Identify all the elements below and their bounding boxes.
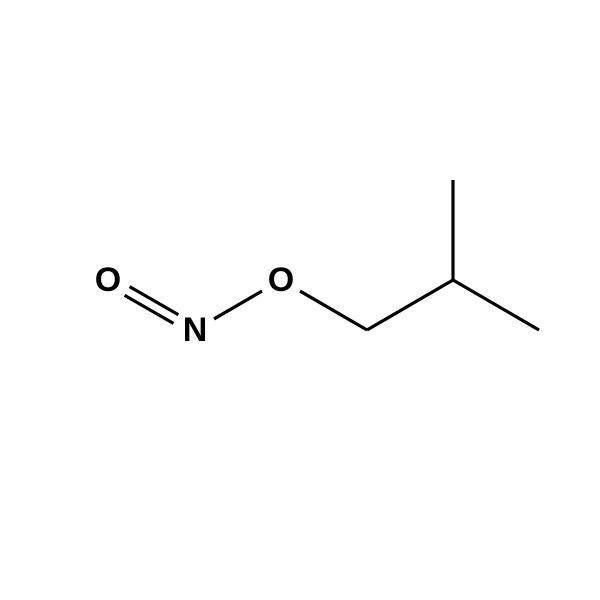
molecule-diagram: O N O <box>0 0 600 600</box>
bonds-layer <box>125 180 539 330</box>
atoms-layer: O N O <box>95 261 294 349</box>
bond-line <box>453 280 539 330</box>
bond-line <box>300 291 367 330</box>
bond-line <box>214 291 262 319</box>
atom-label-N: N <box>183 311 208 349</box>
atom-label-O_ester: O <box>268 261 294 299</box>
bond-line <box>367 280 453 330</box>
atom-label-O_terminal: O <box>95 261 121 299</box>
